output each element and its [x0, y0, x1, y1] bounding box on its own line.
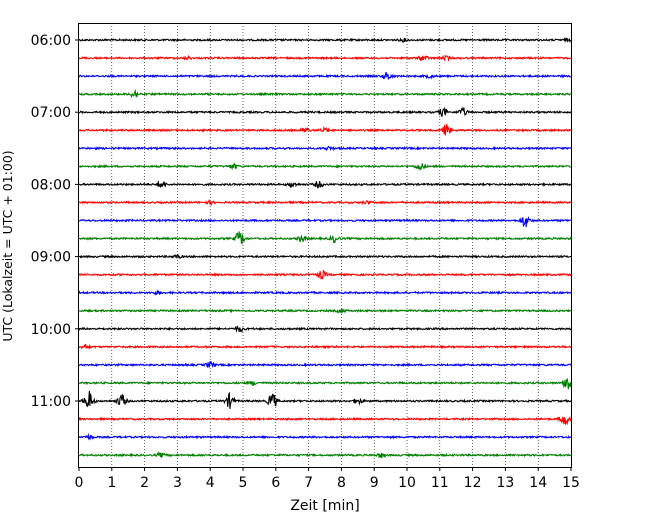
- trace-line: [78, 71, 572, 81]
- trace-line: [78, 253, 572, 260]
- trace-line: [78, 162, 572, 171]
- trace-line: [78, 415, 572, 426]
- x-tick-label: 12: [464, 475, 482, 491]
- trace-line: [78, 269, 572, 280]
- y-axis-label: UTC (Lokalzeit = UTC + 01:00): [0, 150, 15, 341]
- trace-line: [78, 343, 572, 350]
- y-tick-label: 10:00: [31, 322, 71, 338]
- trace-line: [78, 215, 572, 228]
- trace-line: [78, 231, 572, 246]
- trace-line: [78, 390, 572, 409]
- trace-line: [78, 145, 572, 152]
- trace-line: [78, 308, 572, 315]
- x-tick-label: 5: [239, 475, 248, 491]
- trace-line: [78, 123, 572, 136]
- trace-line: [78, 89, 572, 99]
- x-tick-label: 11: [431, 475, 449, 491]
- x-tick-label: 9: [370, 475, 379, 491]
- y-axis: 06:00 07:00 08:00 09:00 10:00 11:00: [31, 33, 79, 410]
- y-tick-label: 06:00: [31, 33, 71, 49]
- x-tick-label: 10: [398, 475, 416, 491]
- trace-line: [78, 432, 572, 441]
- trace-line: [78, 37, 572, 44]
- x-tick-label: 1: [107, 475, 116, 491]
- trace-line: [78, 289, 572, 296]
- trace-line: [78, 360, 572, 369]
- y-tick-label: 07:00: [31, 105, 71, 121]
- y-tick-label: 11:00: [31, 394, 71, 410]
- plot-frame: [78, 23, 572, 468]
- trace-line: [78, 180, 572, 189]
- x-tick-label: 7: [304, 475, 313, 491]
- x-tick-label: 4: [206, 475, 215, 491]
- y-tick-label: 09:00: [31, 250, 71, 266]
- x-tick-label: 14: [529, 475, 547, 491]
- x-tick-label: 3: [173, 475, 182, 491]
- y-tick-label: 08:00: [31, 177, 71, 193]
- x-tick-label: 0: [75, 475, 84, 491]
- x-tick-label: 2: [140, 475, 149, 491]
- trace-line: [78, 377, 572, 390]
- trace-group: [78, 37, 572, 459]
- trace-line: [78, 325, 572, 334]
- trace-line: [78, 54, 572, 62]
- x-axis-label: Zeit [min]: [290, 498, 359, 514]
- grid-lines: [111, 23, 539, 467]
- x-axis: 0 1 2 3 4 5 6 7 8 9 10 11 12 13 14 15: [75, 467, 580, 491]
- trace-line: [78, 451, 572, 459]
- x-tick-label: 8: [337, 475, 346, 491]
- trace-line: [78, 107, 572, 117]
- x-tick-label: 6: [271, 475, 280, 491]
- trace-line: [78, 198, 572, 207]
- x-tick-label: 15: [562, 475, 580, 491]
- x-tick-label: 13: [496, 475, 514, 491]
